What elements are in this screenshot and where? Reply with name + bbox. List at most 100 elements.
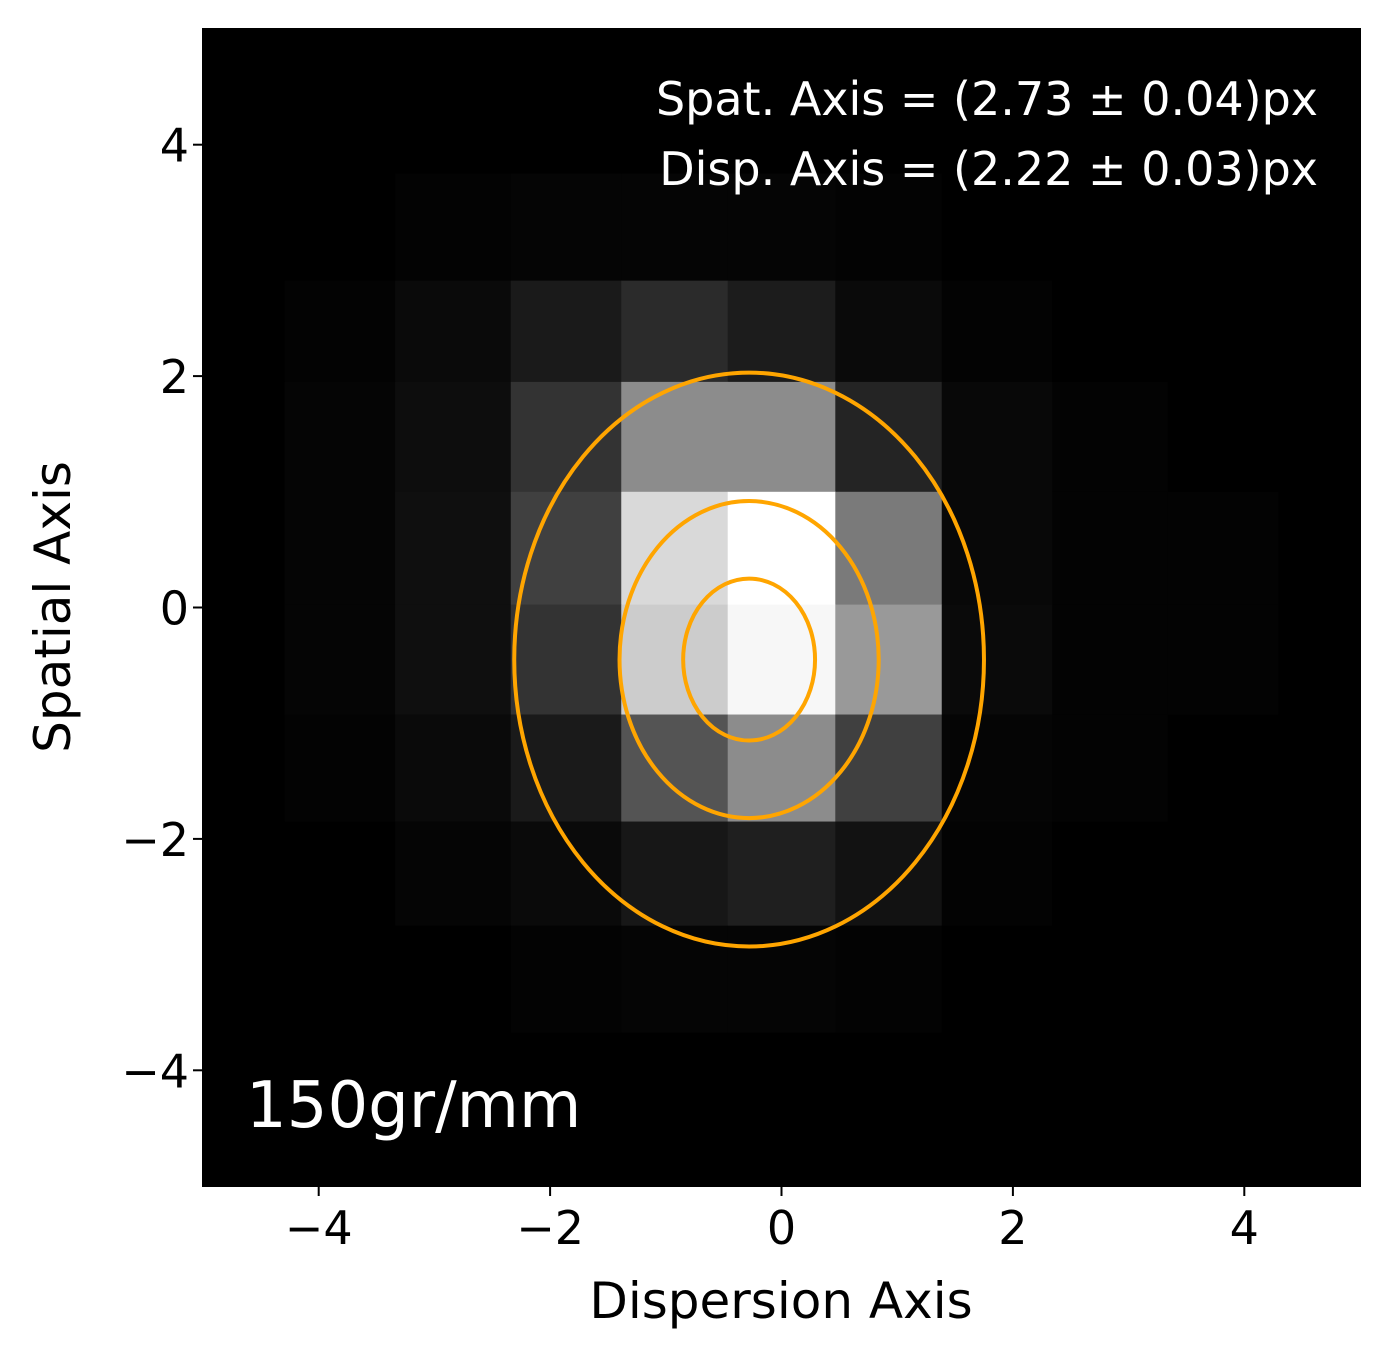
y-axis-label: Spatial Axis	[24, 461, 82, 753]
heatmap-pixel	[1278, 714, 1360, 823]
heatmap-pixel	[727, 29, 836, 175]
heatmap-pixel	[510, 925, 622, 1034]
heatmap-pixel	[1052, 1032, 1169, 1186]
y-tick-label: 0	[160, 582, 189, 636]
heatmap-pixel	[1052, 173, 1169, 282]
heatmap-pixel	[941, 925, 1053, 1034]
heatmap-pixel	[395, 925, 512, 1034]
heatmap-pixel	[1052, 821, 1169, 927]
x-axis-ticks: −4 −2 0 2 4	[285, 1186, 1259, 1255]
heatmap-pixel	[284, 491, 396, 606]
heatmap-pixel	[727, 280, 836, 383]
heatmap-pixel	[203, 29, 286, 175]
heatmap-pixel	[727, 1032, 836, 1186]
heatmap-pixel	[1278, 29, 1360, 175]
heatmap-pixel	[395, 173, 512, 282]
heatmap-pixel	[621, 381, 729, 493]
heatmap-pixel	[510, 714, 622, 823]
x-axis-label: Dispersion Axis	[589, 1272, 972, 1330]
x-tick-label: 4	[1230, 1201, 1259, 1255]
heatmap-pixel	[621, 604, 729, 716]
heatmap-pixel	[510, 29, 622, 175]
heatmap-pixel	[1167, 925, 1279, 1034]
heatmap-pixel	[203, 491, 286, 606]
heatmap-pixel	[1167, 29, 1279, 175]
heatmap-pixel	[1052, 714, 1169, 823]
heatmap-pixel	[203, 280, 286, 383]
heatmap-pixel	[727, 604, 836, 716]
heatmap-pixel	[1278, 280, 1360, 383]
x-tick-label: −2	[516, 1201, 584, 1255]
heatmap-pixel	[1167, 280, 1279, 383]
heatmap-pixel	[203, 925, 286, 1034]
heatmap-pixel	[941, 714, 1053, 823]
disp-axis-annotation: Disp. Axis = (2.22 ± 0.03)px	[659, 142, 1318, 196]
contour-ellipse-1	[681, 576, 818, 743]
heatmap-pixel	[1278, 173, 1360, 282]
heatmap-pixel	[835, 714, 943, 823]
heatmap-pixel	[835, 491, 943, 606]
heatmap-pixel	[835, 1032, 943, 1186]
heatmap-pixel	[621, 714, 729, 823]
y-tick-label: −2	[121, 813, 189, 867]
heatmap-pixel	[1052, 491, 1169, 606]
heatmap-pixel	[510, 1032, 622, 1186]
heatmap-pixel	[621, 173, 729, 282]
heatmap-pixel	[727, 821, 836, 927]
heatmap-pixel	[1278, 381, 1360, 493]
spat-axis-annotation: Spat. Axis = (2.73 ± 0.04)px	[656, 72, 1318, 126]
heatmap-pixel	[284, 714, 396, 823]
heatmap-pixel	[395, 29, 512, 175]
heatmap-pixel	[941, 604, 1053, 716]
heatmap-pixel	[284, 381, 396, 493]
heatmap-pixel	[395, 714, 512, 823]
heatmap-pixel	[203, 604, 286, 716]
heatmap-pixel	[1278, 1032, 1360, 1186]
heatmap-pixel	[284, 1032, 396, 1186]
y-tick-label: 2	[160, 350, 189, 404]
heatmap-pixel	[395, 604, 512, 716]
heatmap-pixel	[1278, 491, 1360, 606]
heatmap-pixel	[835, 280, 943, 383]
heatmap-pixel	[395, 280, 512, 383]
heatmap-pixel	[941, 1032, 1053, 1186]
contour-ellipse-3	[512, 370, 986, 949]
heatmap-pixel	[621, 821, 729, 927]
heatmap-pixel	[284, 925, 396, 1034]
heatmap-pixel	[835, 925, 943, 1034]
heatmap-pixels	[203, 29, 1360, 1186]
heatmap-pixel	[395, 1032, 512, 1186]
heatmap-pixel	[1052, 925, 1169, 1034]
heatmap-pixel	[284, 29, 396, 175]
heatmap-pixel	[203, 1032, 286, 1186]
heatmap-pixel	[510, 381, 622, 493]
heatmap-pixel	[835, 381, 943, 493]
contour-ellipses	[512, 370, 986, 949]
heatmap-pixel	[1278, 821, 1360, 927]
x-tick-label: 0	[767, 1201, 796, 1255]
heatmap-pixel	[203, 714, 286, 823]
contour-ellipse-2	[617, 499, 881, 821]
heatmap-pixel	[941, 29, 1053, 175]
heatmap-pixel	[941, 381, 1053, 493]
heatmap-pixel	[1278, 925, 1360, 1034]
heatmap-pixel	[727, 491, 836, 606]
heatmap-pixel	[395, 491, 512, 606]
heatmap-pixel	[203, 381, 286, 493]
heatmap-pixel	[835, 821, 943, 927]
heatmap-pixel	[510, 491, 622, 606]
heatmap-pixel	[1278, 604, 1360, 716]
heatmap-pixel	[621, 1032, 729, 1186]
heatmap-pixel	[284, 173, 396, 282]
heatmap-pixel	[1167, 821, 1279, 927]
heatmap-pixel	[941, 491, 1053, 606]
x-tick-label: −4	[285, 1201, 353, 1255]
heatmap-pixel	[727, 381, 836, 493]
heatmap-pixel	[1052, 604, 1169, 716]
heatmap-pixel	[284, 821, 396, 927]
heatmap-pixel	[1052, 29, 1169, 175]
heatmap-pixel	[395, 821, 512, 927]
y-tick-label: −4	[121, 1044, 189, 1098]
heatmap-pixel	[510, 173, 622, 282]
